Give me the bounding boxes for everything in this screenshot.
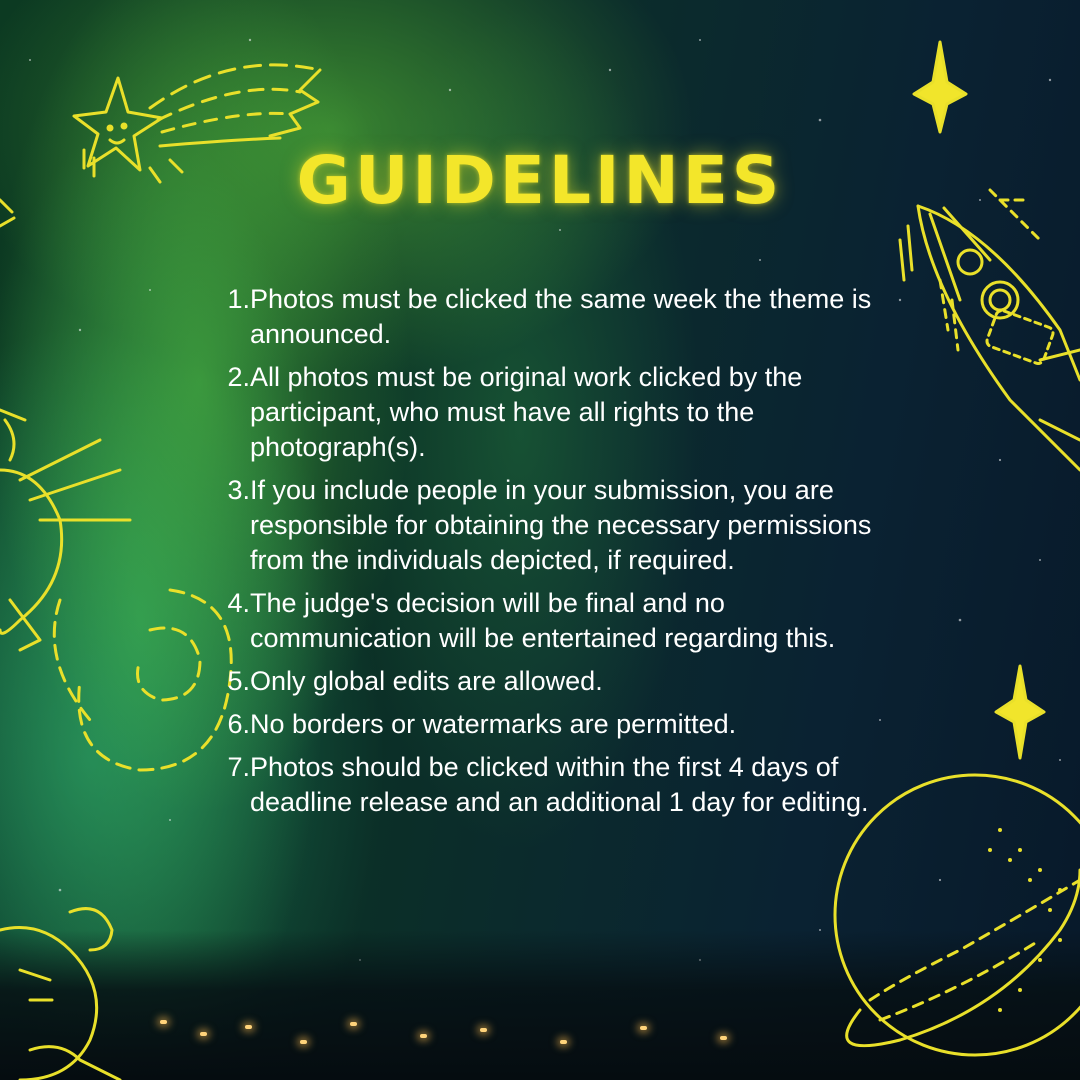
list-item-number: 7.: [227, 752, 250, 782]
list-item-text: Only global edits are allowed.: [250, 666, 603, 696]
list-item: 7. Photos should be clicked within the f…: [212, 750, 912, 820]
bird-icon: [0, 408, 132, 652]
list-item-number: 1.: [227, 284, 250, 314]
list-item-text: No borders or watermarks are permitted.: [250, 709, 737, 739]
shooting-star-icon: [72, 63, 322, 184]
list-item: 5. Only global edits are allowed.: [212, 664, 912, 699]
list-item-number: 4.: [227, 588, 250, 618]
planet-icon: [833, 773, 1080, 1057]
list-item: 1. Photos must be clicked the same week …: [212, 282, 912, 352]
list-item-text: Photos must be clicked the same week the…: [250, 284, 872, 349]
list-item-text: If you include people in your submission…: [250, 475, 872, 575]
list-item: 3. If you include people in your submiss…: [212, 473, 912, 578]
sparkle-icon: [994, 664, 1046, 760]
horizon-ground: [0, 930, 1080, 1080]
page-title: GUIDELINES: [296, 142, 784, 219]
rocket-icon: [898, 188, 1080, 472]
list-item-text: The judge's decision will be final and n…: [250, 588, 836, 653]
list-item-text: All photos must be original work clicked…: [250, 362, 803, 462]
list-item-number: 5.: [227, 666, 250, 696]
list-item: 4. The judge's decision will be final an…: [212, 586, 912, 656]
critter-icon: [0, 907, 122, 1080]
list-item: 6. No borders or watermarks are permitte…: [212, 707, 912, 742]
list-item-number: 2.: [227, 362, 250, 392]
sparkle-icon: [0, 198, 16, 228]
list-item: 2. All photos must be original work clic…: [212, 360, 912, 465]
swirl-icon: [52, 588, 233, 772]
list-item-number: 6.: [227, 709, 250, 739]
list-item-number: 3.: [227, 475, 250, 505]
guidelines-list: 1. Photos must be clicked the same week …: [212, 282, 912, 828]
sparkle-icon: [912, 40, 968, 134]
list-item-text: Photos should be clicked within the firs…: [250, 752, 869, 817]
